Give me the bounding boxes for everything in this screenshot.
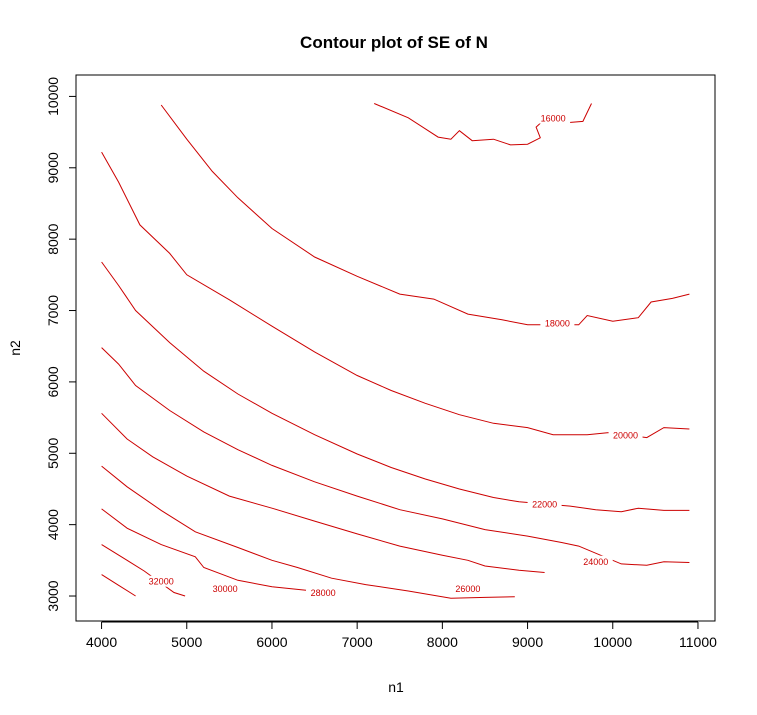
- contour-label-bg: [450, 582, 485, 594]
- contour-label: 22000: [532, 500, 557, 510]
- contour-label-bg: [144, 575, 179, 587]
- contour-label-bg: [540, 317, 575, 329]
- contour-label-bg: [306, 587, 341, 599]
- contour-line-24000: [101, 347, 690, 566]
- contour-line-32000: [101, 544, 186, 597]
- y-tick-label: 8000: [45, 223, 61, 254]
- contour-label-bg: [208, 582, 243, 594]
- y-tick-label: 7000: [45, 295, 61, 326]
- x-tick-label: 5000: [171, 634, 202, 650]
- x-axis-label: n1: [388, 679, 404, 695]
- contour-line-16000: [374, 103, 592, 146]
- contour-label: 28000: [311, 588, 336, 598]
- contour-line-18000: [160, 104, 690, 326]
- y-tick-label: 9000: [45, 152, 61, 183]
- contour-label-bg: [578, 555, 613, 567]
- contour-label: 26000: [455, 584, 480, 594]
- contour-label-bg: [608, 429, 643, 441]
- y-tick-label: 10000: [45, 77, 61, 116]
- y-axis-label: n2: [7, 340, 23, 356]
- contour-line-26000: [101, 412, 545, 573]
- contour-line-30000: [101, 508, 307, 591]
- chart-title: Contour plot of SE of N: [300, 33, 488, 52]
- contour-label: 16000: [541, 114, 566, 124]
- contour-line-28000: [101, 465, 515, 599]
- contour-line-20000: [101, 151, 690, 439]
- x-tick-label: 4000: [86, 634, 117, 650]
- contour-label-bg: [527, 498, 562, 510]
- contour-label: 18000: [545, 318, 570, 328]
- x-tick-label: 10000: [593, 634, 632, 650]
- contour-label-bg: [536, 112, 571, 124]
- x-tick-label: 8000: [427, 634, 458, 650]
- x-tick-label: 6000: [256, 634, 287, 650]
- contour-label: 20000: [613, 430, 638, 440]
- plot-frame: [75, 74, 716, 622]
- y-tick-label: 5000: [45, 437, 61, 468]
- x-tick-label: 11000: [679, 634, 717, 650]
- y-tick-label: 4000: [45, 509, 61, 540]
- y-tick-label: 6000: [45, 366, 61, 397]
- y-tick-label: 3000: [45, 580, 61, 611]
- contour-line-22000: [101, 261, 690, 513]
- contour-label: 32000: [149, 577, 174, 587]
- x-axis: 4000 5000 6000 7000 8000 9000 10000 11000: [86, 621, 717, 650]
- contour-label: 30000: [213, 584, 238, 594]
- contour-lines: 16000 18000 20000 22000 24000 26000 28000 30000…: [101, 103, 690, 599]
- contour-label: 24000: [583, 557, 608, 567]
- x-tick-label: 9000: [512, 634, 543, 650]
- x-tick-label: 7000: [342, 634, 373, 650]
- y-axis: 3000 4000 5000 6000 7000 8000 9000 10000: [45, 77, 77, 612]
- contour-line-unlabeled-9: [101, 574, 136, 597]
